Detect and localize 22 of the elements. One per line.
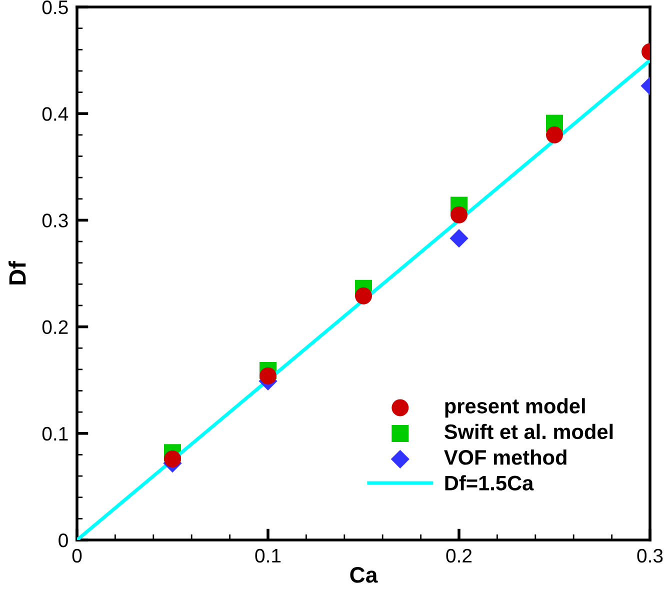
point (546, 126, 564, 144)
y-tick-label: 0.5 (42, 0, 68, 14)
x-tick-label: 0.3 (637, 548, 663, 563)
y-tick-label: 0.3 (42, 214, 68, 228)
y-tick-label: 0.1 (42, 426, 68, 441)
point (450, 229, 468, 248)
point (354, 287, 372, 304)
x-axis-title: Ca (350, 567, 378, 583)
x-tick-label: 0 (72, 548, 82, 563)
point (164, 450, 182, 468)
y-axis-title: Df (8, 260, 26, 284)
legend-label: Swift et al. model (444, 424, 613, 440)
legend-label: VOF method (444, 450, 566, 465)
point (259, 367, 277, 384)
y-tick-label: 0.4 (42, 107, 68, 121)
x-tick-label: 0.1 (255, 548, 281, 563)
y-tick-label: 0.2 (42, 320, 68, 334)
legend-label: Df=1.5Ca (445, 475, 534, 490)
x-tick-label: 0.2 (446, 548, 472, 563)
legend-label: present model (445, 398, 585, 418)
y-tick-label: 0 (58, 533, 68, 548)
point (450, 206, 468, 224)
